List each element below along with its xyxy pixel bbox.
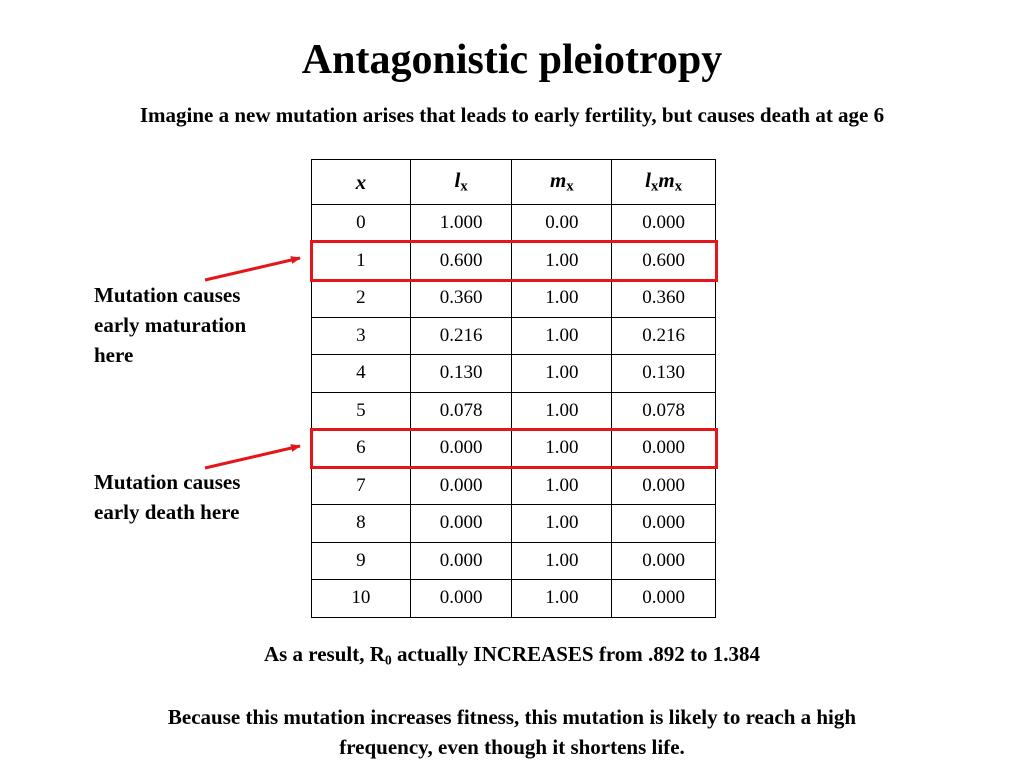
cell-x: 1 [311,241,411,280]
cell-lx: 0.000 [409,579,513,618]
cell-mx: 1.00 [511,354,613,393]
life-table-body: 0 1.000 0.00 0.000 1 0.600 1.00 0.600 2 0.360 1.00… [311,204,716,618]
note-maturation-line-3: here [94,343,134,367]
table-row: 8 0.000 1.00 0.000 [311,504,716,543]
highlight-age-1-box [309,240,718,282]
result-statement: As a result, R0 actually INCREASES from … [263,642,761,668]
cell-mx: 1.00 [511,429,613,468]
life-table: x lx mx lxmx 0 1.000 0.00 0.000 1 0.600 1.00 0.… [311,159,716,618]
header-mx: mx [511,159,613,205]
note-death-line-2: early death here [94,500,240,524]
table-row: 9 0.000 1.00 0.000 [311,541,716,580]
note-death-line-1: Mutation causes [94,470,241,494]
cell-mx: 1.00 [511,504,613,543]
cell-lxmx: 0.130 [611,354,716,393]
cell-mx: 1.00 [511,466,613,505]
cell-lx: 0.216 [409,316,513,355]
cell-mx: 1.00 [511,579,613,618]
cell-mx: 1.00 [511,391,613,430]
cell-lxmx: 0.600 [611,241,716,280]
slide-title: Antagonistic pleiotropy [301,37,723,83]
cell-lx: 0.000 [409,504,513,543]
cell-lxmx: 0.000 [611,504,716,543]
header-lx: lx [409,159,513,205]
cell-lxmx: 0.216 [611,316,716,355]
cell-lx: 0.600 [409,241,513,280]
cell-mx: 0.00 [511,204,613,243]
header-x: x [311,159,411,205]
note-early-death: Mutation causes early death here [94,467,294,527]
header-lxmx: lxmx [611,159,716,205]
note-maturation-line-1: Mutation causes [94,283,241,307]
cell-x: 8 [311,504,411,543]
cell-mx: 1.00 [511,279,613,318]
cell-lx: 0.130 [409,354,513,393]
conclusion-line-2: frequency, even though it shortens life. [339,735,685,759]
life-table-header-row: x lx mx lxmx [311,159,716,205]
table-row: 10 0.000 1.00 0.000 [311,579,716,618]
table-row: 0 1.000 0.00 0.000 [311,204,716,243]
cell-lxmx: 0.078 [611,391,716,430]
cell-lx: 0.360 [409,279,513,318]
cell-x: 9 [311,541,411,580]
cell-lx: 1.000 [409,204,513,243]
arrow-to-age-1 [204,256,301,282]
arrow-to-age-6 [204,444,301,470]
cell-lx: 0.000 [409,466,513,505]
cell-lxmx: 0.000 [611,579,716,618]
conclusion-statement: Because this mutation increases fitness,… [60,702,964,762]
cell-lx: 0.000 [409,429,513,468]
cell-lxmx: 0.000 [611,429,716,468]
cell-mx: 1.00 [511,241,613,280]
cell-x: 0 [311,204,411,243]
conclusion-line-1: Because this mutation increases fitness,… [167,705,857,729]
note-maturation-line-2: early maturation [94,313,247,337]
cell-x: 4 [311,354,411,393]
table-row: 6 0.000 1.00 0.000 [311,429,716,468]
cell-lxmx: 0.000 [611,204,716,243]
table-row: 1 0.600 1.00 0.600 [311,241,716,280]
cell-lx: 0.000 [409,541,513,580]
table-row: 3 0.216 1.00 0.216 [311,316,716,355]
slide-subtitle: Imagine a new mutation arises that leads… [139,103,885,127]
table-row: 4 0.130 1.00 0.130 [311,354,716,393]
highlight-age-6-box [309,427,718,469]
table-row: 7 0.000 1.00 0.000 [311,466,716,505]
cell-x: 7 [311,466,411,505]
note-early-maturation: Mutation causes early maturation here [94,280,294,370]
